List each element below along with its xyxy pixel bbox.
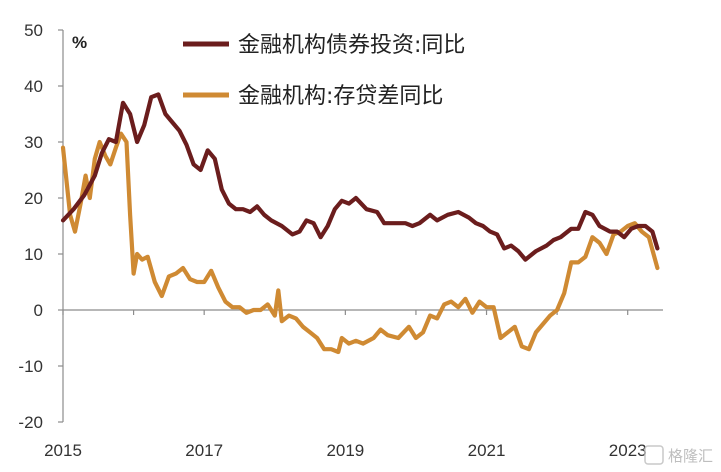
- watermark: 格隆汇: [644, 445, 713, 465]
- y-tick-label: 20: [24, 189, 43, 208]
- y-tick-label: 40: [24, 77, 43, 96]
- legend: 金融机构债券投资:同比 金融机构:存贷差同比: [183, 33, 465, 109]
- axes: [58, 29, 663, 423]
- x-tick-label: 2023: [609, 441, 647, 460]
- watermark-text: 格隆汇: [668, 447, 713, 465]
- x-axis-tick-labels: 2015 2017 2019 2021 2023: [44, 441, 647, 460]
- y-tick-label: -10: [18, 357, 43, 376]
- x-tick-label: 2019: [326, 441, 364, 460]
- y-tick-label: -20: [18, 413, 43, 432]
- series-line-bond-investment: [60, 92, 660, 262]
- y-tick-label: 50: [24, 21, 43, 40]
- x-tick-label: 2021: [468, 441, 506, 460]
- legend-label-deposit-loan-gap: 金融机构:存贷差同比: [238, 84, 443, 109]
- x-tick-label: 2017: [185, 441, 223, 460]
- series-line-deposit-loan-gap: [60, 131, 660, 355]
- watermark-logo-icon: [644, 445, 664, 465]
- legend-label-bond-investment: 金融机构债券投资:同比: [238, 33, 465, 58]
- y-axis-tick-labels: -20 -10 0 10 20 30 40 50: [18, 21, 43, 432]
- y-tick-label: 30: [24, 133, 43, 152]
- series-layer: [60, 92, 660, 355]
- y-tick-label: 0: [34, 301, 43, 320]
- y-tick-label: 10: [24, 245, 43, 264]
- x-tick-label: 2015: [44, 441, 82, 460]
- y-axis-unit: %: [72, 33, 87, 52]
